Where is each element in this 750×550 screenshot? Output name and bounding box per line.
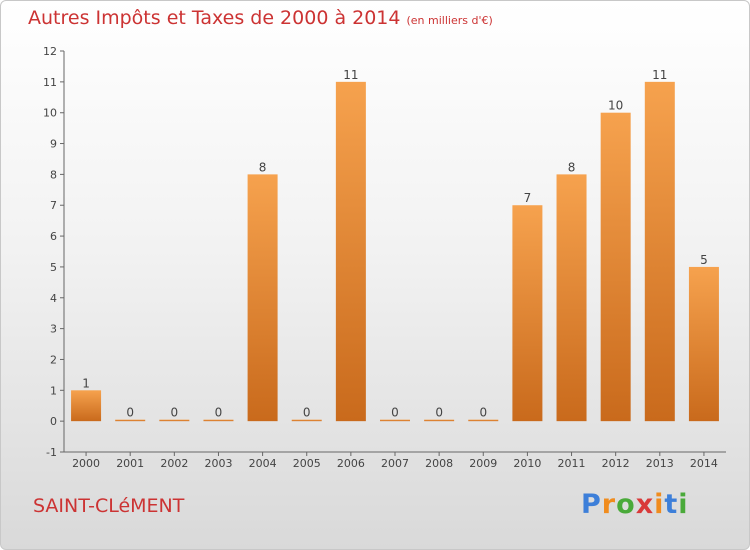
bar	[644, 81, 675, 422]
x-tick-label: 2001	[116, 457, 144, 470]
x-tick-label: 2002	[160, 457, 188, 470]
y-tick-label: 1	[50, 384, 57, 397]
x-tick-label: 2006	[337, 457, 365, 470]
x-tick-label: 2009	[469, 457, 497, 470]
x-tick-label: 2008	[425, 457, 453, 470]
y-tick-label: -1	[46, 446, 57, 459]
x-tick-label: 2014	[690, 457, 718, 470]
data-label: 0	[126, 406, 134, 420]
chart-title: Autres Impôts et Taxes de 2000 à 2014 (en…	[28, 7, 493, 29]
chart-subtitle: (en milliers d'€)	[406, 14, 493, 27]
bar	[203, 419, 234, 422]
chart-bars	[71, 81, 719, 422]
chart-title-text: Autres Impôts et Taxes de 2000 à 2014	[28, 7, 401, 29]
proxiti-logo[interactable]: Proxiti	[581, 489, 689, 520]
bar	[424, 419, 455, 422]
logo-letter: i	[678, 489, 689, 520]
x-tick-label: 2004	[249, 457, 277, 470]
y-tick-label: 2	[50, 353, 57, 366]
x-tick-label: 2007	[381, 457, 409, 470]
data-label: 0	[171, 406, 179, 420]
y-tick-label: 5	[50, 261, 57, 274]
bar	[335, 81, 366, 422]
data-label: 1	[82, 376, 90, 390]
x-tick-label: 2012	[602, 457, 630, 470]
data-label: 0	[303, 406, 311, 420]
logo-letter: P	[581, 489, 602, 520]
x-tick-label: 2010	[513, 457, 541, 470]
y-tick-label: 11	[43, 76, 57, 89]
data-label: 8	[259, 160, 267, 174]
data-label: 5	[700, 253, 708, 267]
y-tick-label: 10	[43, 107, 57, 120]
data-label: 11	[343, 68, 358, 82]
logo-letter: x	[635, 489, 655, 520]
y-tick-label: 9	[50, 138, 57, 151]
x-tick-label: 2003	[204, 457, 232, 470]
y-tick-label: 12	[43, 45, 57, 58]
bar	[115, 419, 146, 422]
data-label: 0	[391, 406, 399, 420]
logo-letter: i	[654, 489, 665, 520]
bar	[159, 419, 190, 422]
bar	[688, 266, 719, 422]
x-tick-label: 2011	[558, 457, 586, 470]
bar	[247, 174, 278, 422]
bar	[291, 419, 322, 422]
y-tick-label: 4	[50, 292, 57, 305]
y-tick-label: 3	[50, 323, 57, 336]
data-label: 0	[435, 406, 443, 420]
bar	[512, 205, 543, 422]
data-label: 10	[608, 99, 623, 113]
y-tick-label: 8	[50, 168, 57, 181]
bar	[71, 390, 102, 422]
logo-letter: o	[616, 489, 636, 520]
bar	[556, 174, 587, 422]
y-tick-label: 6	[50, 230, 57, 243]
y-tick-label: 7	[50, 199, 57, 212]
data-label: 0	[215, 406, 223, 420]
data-label: 11	[652, 68, 667, 82]
logo-letter: t	[664, 489, 679, 520]
logo-letter: r	[601, 489, 617, 520]
x-tick-label: 2005	[293, 457, 321, 470]
commune-name: SAINT-CLéMENT	[33, 495, 185, 517]
y-tick-label: 0	[50, 415, 57, 428]
bar	[380, 419, 410, 422]
data-label: 8	[568, 160, 576, 174]
bar	[600, 112, 631, 422]
data-label: 0	[479, 406, 487, 420]
x-tick-label: 2013	[646, 457, 674, 470]
data-label: 7	[524, 191, 532, 205]
x-tick-label: 2000	[72, 457, 100, 470]
bar	[468, 419, 499, 422]
